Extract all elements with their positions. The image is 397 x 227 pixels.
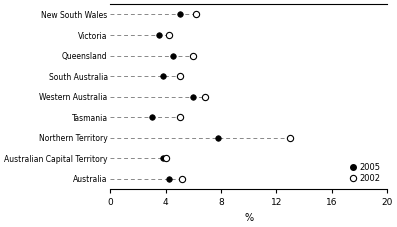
X-axis label: %: % <box>244 213 253 223</box>
Legend: 2005, 2002: 2005, 2002 <box>347 160 383 185</box>
